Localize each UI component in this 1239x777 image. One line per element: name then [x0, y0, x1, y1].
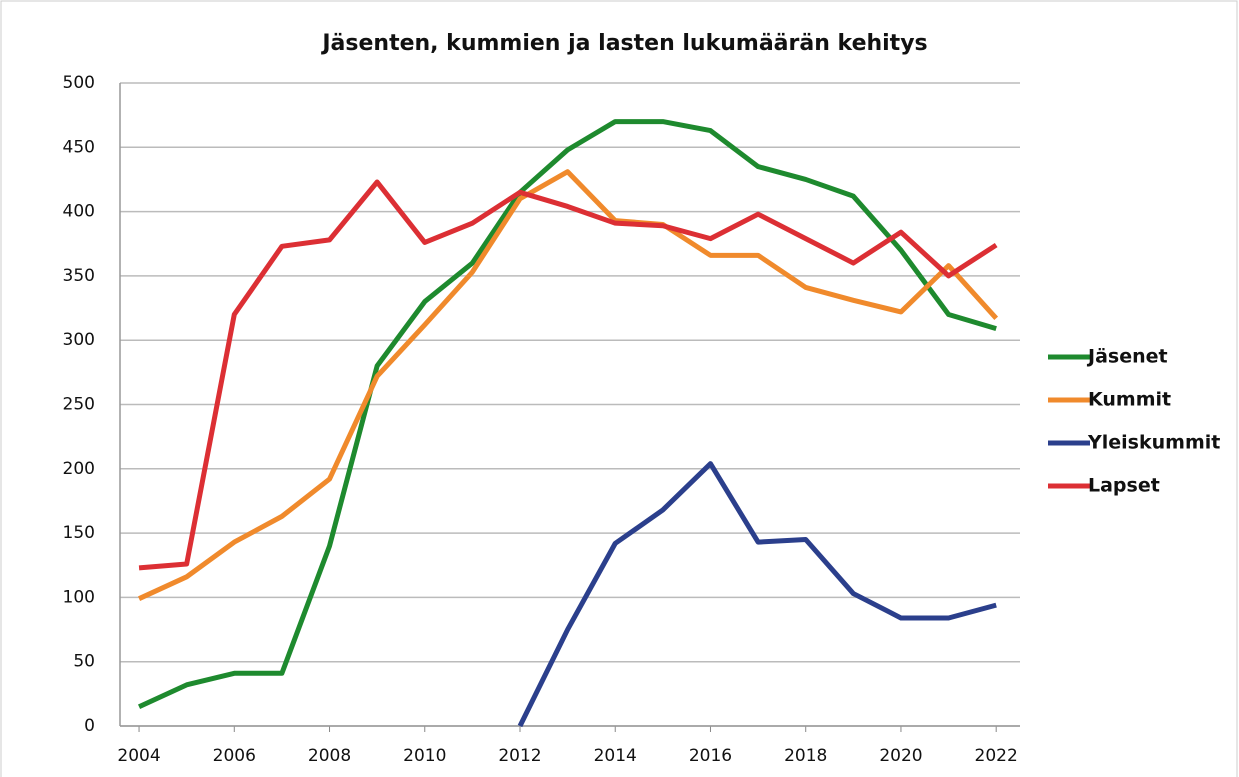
x-tick-label: 2014	[594, 746, 637, 766]
x-tick-label: 2010	[403, 746, 446, 766]
legend-label: Lapset	[1088, 475, 1160, 497]
y-tick-label: 450	[63, 137, 95, 157]
y-tick-label: 350	[63, 266, 95, 286]
x-tick-label: 2006	[213, 746, 256, 766]
y-tick-label: 100	[63, 587, 95, 607]
legend-label: Kummit	[1088, 389, 1171, 411]
legend-label: Yleiskummit	[1087, 432, 1220, 454]
series-line	[138, 169, 999, 601]
chart-title: Jäsenten, kummien ja lasten lukumäärän k…	[320, 31, 927, 56]
x-tick-label: 2020	[879, 746, 922, 766]
y-tick-label: 500	[63, 73, 95, 93]
series-line	[138, 119, 997, 709]
x-tick-label: 2022	[975, 746, 1018, 766]
series-line	[517, 461, 997, 728]
x-tick-label: 2012	[498, 746, 541, 766]
y-tick-label: 50	[73, 652, 95, 672]
y-tick-label: 0	[84, 716, 95, 736]
y-tick-label: 400	[63, 202, 95, 222]
y-tick-label: 150	[63, 523, 95, 543]
legend-label: Jäsenet	[1086, 346, 1168, 368]
y-tick-label: 200	[63, 459, 95, 479]
series-line	[138, 179, 998, 571]
x-tick-label: 2008	[308, 746, 351, 766]
y-tick-label: 250	[63, 395, 95, 415]
y-tick-label: 300	[63, 330, 95, 350]
x-tick-label: 2004	[117, 746, 160, 766]
x-tick-label: 2016	[689, 746, 732, 766]
x-tick-label: 2018	[784, 746, 827, 766]
